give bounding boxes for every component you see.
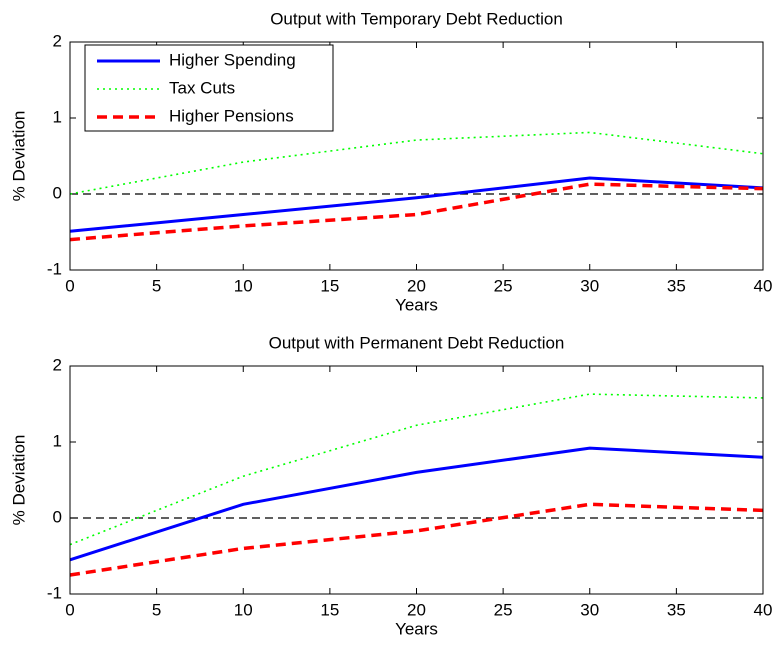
- x-tick-label: 30: [580, 600, 599, 619]
- y-tick-label: -1: [47, 259, 62, 278]
- chart-title: Output with Temporary Debt Reduction: [270, 9, 563, 28]
- legend-label: Tax Cuts: [169, 78, 235, 97]
- y-axis-label: % Deviation: [9, 435, 28, 526]
- plot-frame: [69, 41, 764, 271]
- legend: Higher Spending Tax Cuts Higher Pensions: [84, 44, 334, 132]
- x-axis-label: Years: [395, 619, 438, 638]
- x-tick-label: 20: [407, 276, 426, 295]
- x-tick-label: 30: [580, 276, 599, 295]
- legend-box: [84, 44, 334, 132]
- x-tick-label: 35: [667, 276, 686, 295]
- series-line: [69, 176, 764, 233]
- y-tick-label: 2: [53, 31, 62, 50]
- y-tick-label: 2: [53, 355, 62, 374]
- x-tick-label: 15: [320, 276, 339, 295]
- y-axis-label: % Deviation: [9, 111, 28, 202]
- y-tick-label: 1: [53, 107, 62, 126]
- x-tick-label: 5: [152, 276, 161, 295]
- x-tick-label: 5: [152, 600, 161, 619]
- series-line: [69, 446, 764, 562]
- x-tick-label: 15: [320, 600, 339, 619]
- series-line: [69, 502, 764, 577]
- x-tick-label: 35: [667, 600, 686, 619]
- series-line: [69, 393, 764, 546]
- x-tick-label: 0: [65, 276, 74, 295]
- x-tick-label: 10: [234, 600, 253, 619]
- x-tick-label: 20: [407, 600, 426, 619]
- y-tick-label: 1: [53, 431, 62, 450]
- x-tick-label: 40: [754, 600, 773, 619]
- legend-label: Higher Pensions: [169, 106, 294, 125]
- series-line: [69, 182, 764, 242]
- x-axis-label: Years: [395, 295, 438, 314]
- y-tick-label: 0: [53, 183, 62, 202]
- y-tick-label: -1: [47, 583, 62, 602]
- x-tick-label: 40: [754, 276, 773, 295]
- x-tick-label: 10: [234, 276, 253, 295]
- series-line: [69, 131, 764, 195]
- x-tick-label: 25: [494, 276, 513, 295]
- plot-frame: [69, 365, 764, 595]
- y-tick-label: 0: [53, 507, 62, 526]
- legend-label: Higher Spending: [169, 50, 296, 69]
- x-tick-label: 25: [494, 600, 513, 619]
- x-tick-label: 0: [65, 600, 74, 619]
- chart-title: Output with Permanent Debt Reduction: [269, 333, 565, 352]
